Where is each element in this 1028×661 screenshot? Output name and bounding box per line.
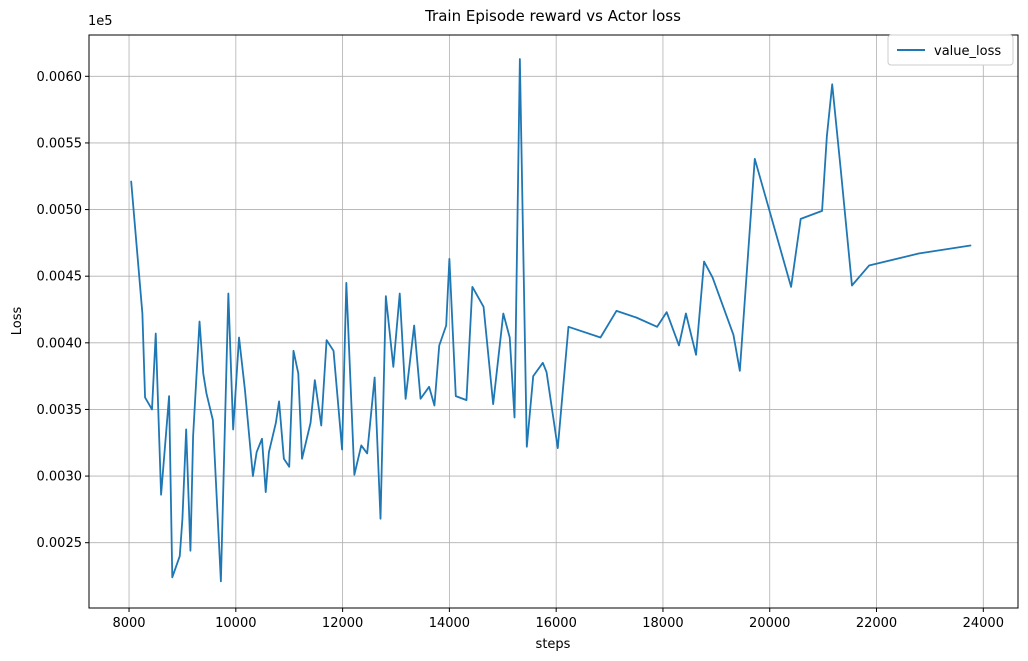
y-offset-label: 1e5 [88,14,113,29]
legend-label-value-loss: value_loss [934,44,1001,59]
x-tick-label: 14000 [429,616,470,631]
series-layer [130,58,972,583]
y-tick-label: 0.0050 [37,203,83,218]
y-tick-label: 0.0060 [37,70,83,85]
x-tick-label: 12000 [322,616,363,631]
grid-lines [89,35,1018,608]
legend-box [887,34,1014,66]
x-tick-label: 10000 [215,616,256,631]
y-tick-label: 0.0035 [37,403,83,418]
x-tick-label: 8000 [112,616,145,631]
x-tick-label: 24000 [963,616,1004,631]
y-tick-label: 0.0025 [37,536,83,551]
plot-frame [88,34,1019,609]
series-line-value-loss [130,58,972,583]
x-tick-label: 22000 [856,616,897,631]
y-tick-label: 0.0045 [37,270,83,285]
x-axis-label: steps [536,637,571,652]
x-tick-label: 18000 [642,616,683,631]
chart-title: Train Episode reward vs Actor loss [424,7,681,25]
y-axis-ticks: 0.0025 0.0030 0.0035 0.0040 0.0045 0.0050 0.00… [37,70,89,551]
x-axis-ticks: 8000 10000 12000 14000 16000 18000 20000 22000 2… [112,608,1004,631]
x-tick-label: 20000 [749,616,790,631]
y-tick-label: 0.0030 [37,470,83,485]
y-axis-label: Loss [10,307,25,336]
legend: value_loss [887,34,1014,66]
y-tick-label: 0.0055 [37,136,83,151]
x-tick-label: 16000 [535,616,576,631]
y-tick-label: 0.0040 [37,336,83,351]
